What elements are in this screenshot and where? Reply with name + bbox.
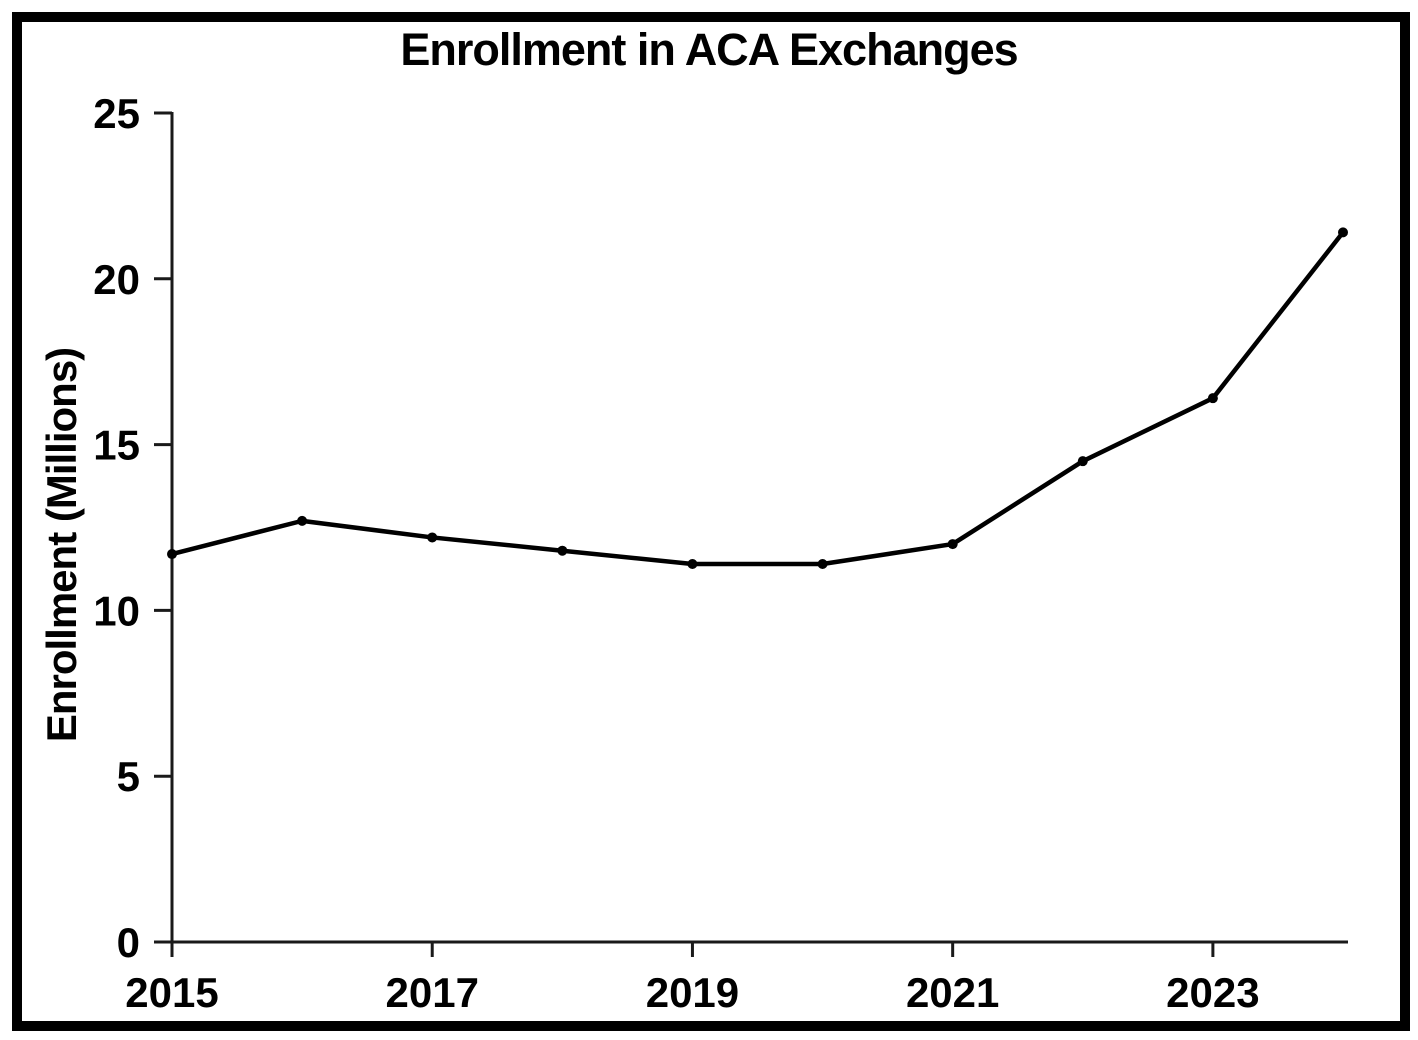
y-tick-label: 15: [93, 422, 140, 469]
data-point-marker: [297, 515, 308, 526]
data-point-marker: [687, 558, 698, 569]
data-point-marker: [167, 549, 177, 560]
y-tick-label: 0: [117, 919, 140, 966]
data-point-marker: [817, 558, 828, 569]
data-point-marker: [557, 545, 568, 556]
data-point-marker: [1207, 393, 1218, 404]
x-tick-label: 2015: [125, 969, 218, 1016]
x-tick-label: 2017: [386, 969, 479, 1016]
series-line: [169, 230, 1346, 567]
data-point-marker: [1338, 227, 1348, 238]
x-tick-label: 2019: [646, 969, 739, 1016]
chart-frame: [12, 12, 1410, 1031]
data-point-marker: [1077, 456, 1088, 467]
data-point-marker: [947, 539, 958, 550]
x-tick-label: 2021: [906, 969, 999, 1016]
x-tick-label: 2023: [1166, 969, 1259, 1016]
chart-title: Enrollment in ACA Exchanges: [400, 24, 1018, 75]
data-point-marker: [427, 532, 438, 543]
y-tick-label: 10: [93, 587, 140, 634]
y-tick-label: 20: [93, 256, 140, 303]
y-tick-label: 25: [93, 90, 140, 137]
y-tick-label: 5: [117, 753, 140, 800]
